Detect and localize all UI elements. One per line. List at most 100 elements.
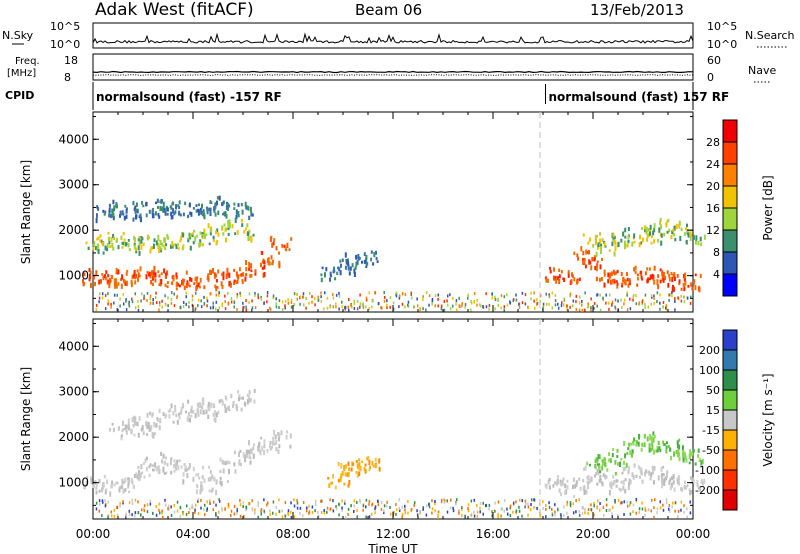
noise-cell bbox=[545, 302, 548, 306]
x-tick-label: 00:00 bbox=[76, 527, 111, 541]
velocity-marks bbox=[83, 388, 706, 498]
data-cell bbox=[124, 488, 127, 492]
data-cell bbox=[202, 409, 205, 415]
data-cell bbox=[652, 437, 655, 443]
data-cell bbox=[135, 249, 138, 254]
data-cell bbox=[111, 242, 114, 248]
noise-cell bbox=[212, 305, 215, 309]
noise-cell bbox=[293, 498, 295, 502]
colorbar-swatch bbox=[723, 186, 737, 209]
data-cell bbox=[151, 215, 154, 219]
data-cell bbox=[622, 485, 625, 491]
noise-cell bbox=[503, 305, 506, 309]
noise-cell bbox=[338, 513, 340, 517]
noise-cell bbox=[446, 303, 449, 307]
noise-cell bbox=[596, 304, 598, 308]
data-cell bbox=[341, 258, 344, 262]
noise-cell bbox=[299, 302, 301, 306]
nsearch-tick-bottom: 10^0 bbox=[707, 38, 737, 51]
data-cell bbox=[659, 449, 662, 453]
data-cell bbox=[624, 478, 627, 482]
data-cell bbox=[372, 464, 375, 468]
noise-cell bbox=[548, 505, 551, 509]
data-cell bbox=[630, 452, 633, 458]
noise-cell bbox=[209, 306, 212, 310]
data-cell bbox=[244, 402, 247, 407]
data-cell bbox=[628, 481, 631, 487]
noise-cell bbox=[296, 506, 299, 510]
data-cell bbox=[635, 474, 638, 478]
noise-cell bbox=[95, 308, 97, 312]
noise-cell bbox=[413, 503, 415, 507]
data-cell bbox=[145, 421, 148, 427]
data-cell bbox=[171, 240, 174, 247]
data-cell bbox=[98, 279, 101, 285]
noise-cell bbox=[413, 501, 416, 505]
noise-cell bbox=[329, 507, 332, 511]
data-cell bbox=[96, 237, 99, 241]
data-cell bbox=[593, 257, 596, 262]
noise-cell bbox=[563, 505, 565, 509]
noise-cell bbox=[332, 296, 335, 300]
noise-cell bbox=[287, 513, 290, 517]
data-cell bbox=[117, 282, 120, 286]
noise-cell bbox=[296, 499, 298, 503]
noise-cell bbox=[191, 298, 194, 302]
data-cell bbox=[174, 243, 177, 247]
noise-cell bbox=[128, 513, 131, 516]
data-cell bbox=[670, 455, 673, 461]
data-cell bbox=[653, 265, 656, 271]
noise-cell bbox=[284, 304, 286, 308]
x-tick-label: 08:00 bbox=[276, 527, 311, 541]
noise-cell bbox=[149, 502, 152, 506]
data-cell bbox=[216, 228, 219, 233]
data-cell bbox=[626, 272, 628, 276]
noise-cell bbox=[608, 508, 610, 512]
data-cell bbox=[172, 274, 175, 280]
data-cell bbox=[150, 424, 153, 431]
data-cell bbox=[148, 271, 151, 277]
data-cell bbox=[244, 276, 247, 282]
noise-cell bbox=[629, 297, 631, 301]
noise-cell bbox=[401, 515, 403, 519]
data-cell bbox=[672, 273, 675, 278]
data-cell bbox=[678, 223, 681, 229]
noise-cell bbox=[98, 296, 101, 300]
data-cell bbox=[653, 227, 656, 233]
data-cell bbox=[602, 473, 605, 478]
data-cell bbox=[358, 466, 361, 472]
data-cell bbox=[660, 233, 663, 238]
data-cell bbox=[561, 480, 564, 486]
data-cell bbox=[164, 456, 167, 460]
data-cell bbox=[248, 398, 251, 403]
data-cell bbox=[110, 237, 113, 242]
noise-cell bbox=[524, 302, 527, 306]
noise-cell bbox=[428, 303, 430, 307]
noise-cell bbox=[362, 504, 365, 508]
data-cell bbox=[138, 250, 141, 256]
noise-cell bbox=[173, 304, 176, 308]
data-cell bbox=[653, 239, 656, 244]
noise-cell bbox=[512, 510, 514, 514]
noise-cell bbox=[575, 300, 577, 304]
data-cell bbox=[133, 415, 136, 419]
noise-cell bbox=[365, 296, 368, 300]
data-cell bbox=[238, 267, 241, 272]
data-cell bbox=[122, 231, 125, 236]
data-cell bbox=[567, 270, 570, 274]
data-cell bbox=[648, 443, 651, 449]
data-cell bbox=[374, 457, 377, 462]
data-cell bbox=[661, 273, 664, 277]
data-cell bbox=[170, 215, 173, 220]
noise-cell bbox=[125, 513, 128, 517]
noise-cell bbox=[326, 510, 328, 514]
data-cell bbox=[612, 475, 615, 479]
data-cell bbox=[157, 465, 160, 470]
noise-cell bbox=[284, 501, 287, 504]
data-cell bbox=[671, 230, 674, 234]
y-tick-label: 1000 bbox=[58, 269, 89, 283]
noise-cell bbox=[476, 303, 478, 307]
data-cell bbox=[185, 283, 188, 289]
data-cell bbox=[121, 434, 123, 438]
